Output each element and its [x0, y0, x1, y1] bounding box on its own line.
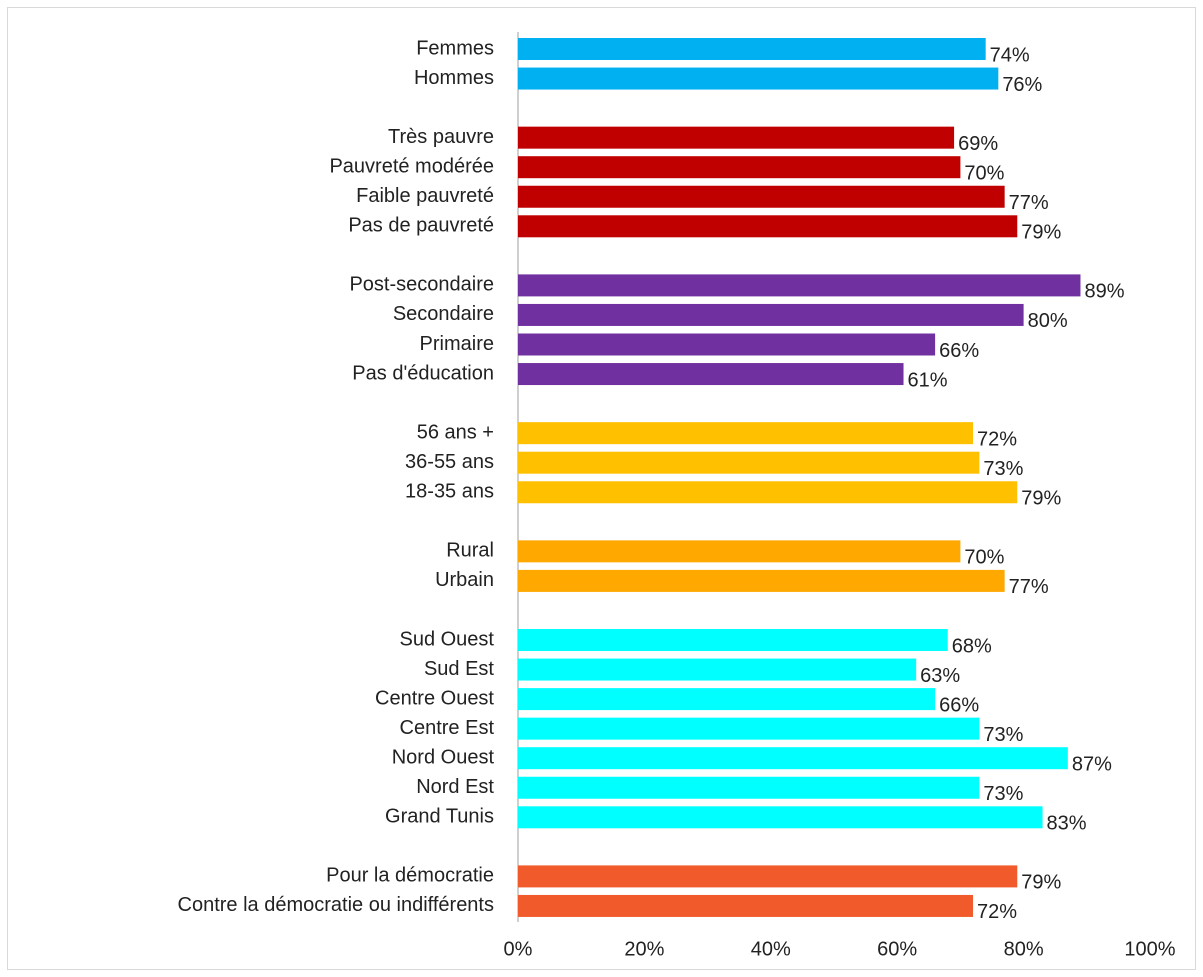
- value-label: 79%: [1021, 222, 1061, 244]
- bar: [518, 274, 1081, 297]
- bar: [518, 569, 1005, 592]
- value-label: 70%: [964, 547, 1004, 569]
- x-tick-label: 100%: [1124, 938, 1175, 960]
- bar: [518, 156, 961, 179]
- x-tick-label: 20%: [624, 938, 664, 960]
- bar: [518, 806, 1043, 829]
- value-label: 87%: [1072, 753, 1112, 775]
- value-label: 74%: [990, 44, 1030, 66]
- bar: [518, 688, 936, 711]
- y-tick-label: Contre la démocratie ou indifférents: [178, 894, 494, 916]
- bar: [518, 422, 974, 445]
- y-tick-label: Sud Est: [424, 658, 494, 680]
- bar: [518, 658, 917, 681]
- y-tick-label: Pas de pauvreté: [348, 215, 494, 237]
- y-tick-label: Urbain: [435, 569, 494, 591]
- value-label: 73%: [983, 458, 1023, 480]
- y-tick-label: Pas d'éducation: [352, 362, 494, 384]
- x-tick-label: 80%: [1004, 938, 1044, 960]
- y-tick-label: Nord Ouest: [392, 746, 495, 768]
- y-tick-label: 18-35 ans: [405, 481, 494, 503]
- y-tick-label: Rural: [446, 540, 494, 562]
- x-tick-label: 0%: [504, 938, 533, 960]
- bar: [518, 363, 904, 386]
- y-tick-label: Centre Ouest: [375, 687, 494, 709]
- bar: [518, 126, 955, 149]
- y-tick-label: Sud Ouest: [399, 628, 494, 650]
- value-label: 77%: [1009, 576, 1049, 598]
- bar: [518, 333, 936, 356]
- bar: [518, 215, 1018, 238]
- bar: [518, 451, 980, 474]
- bar: [518, 185, 1005, 208]
- value-label: 73%: [983, 783, 1023, 805]
- bar: [518, 776, 980, 799]
- value-label: 89%: [1084, 281, 1124, 303]
- value-label: 72%: [977, 901, 1017, 923]
- chart-border: [7, 7, 1196, 970]
- y-tick-label: Pour la démocratie: [326, 865, 494, 887]
- bar: [518, 865, 1018, 888]
- y-tick-label: Secondaire: [393, 303, 494, 325]
- bar: [518, 481, 1018, 504]
- y-tick-label: Femmes: [416, 37, 494, 59]
- bar: [518, 894, 974, 917]
- y-tick-label: 56 ans +: [417, 421, 494, 443]
- y-tick-label: 36-55 ans: [405, 451, 494, 473]
- value-label: 70%: [964, 162, 1004, 184]
- x-tick-label: 60%: [877, 938, 917, 960]
- bar: [518, 38, 986, 60]
- value-label: 73%: [983, 724, 1023, 746]
- bar: [518, 67, 999, 90]
- y-tick-label: Primaire: [420, 333, 494, 355]
- value-label: 72%: [977, 428, 1017, 450]
- value-label: 76%: [1002, 74, 1042, 96]
- y-tick-label: Post-secondaire: [349, 274, 494, 296]
- value-label: 79%: [1021, 488, 1061, 510]
- value-label: 63%: [920, 665, 960, 687]
- bar: [518, 303, 1024, 326]
- x-tick-label: 40%: [751, 938, 791, 960]
- value-label: 61%: [908, 369, 948, 391]
- value-label: 66%: [939, 694, 979, 716]
- value-label: 77%: [1009, 192, 1049, 214]
- y-tick-label: Très pauvre: [388, 126, 494, 148]
- value-label: 68%: [952, 635, 992, 657]
- value-label: 66%: [939, 340, 979, 362]
- y-tick-label: Grand Tunis: [385, 806, 494, 828]
- bar: [518, 540, 961, 563]
- bar: [518, 717, 980, 740]
- y-tick-label: Faible pauvreté: [356, 185, 494, 207]
- value-label: 79%: [1021, 872, 1061, 894]
- bar: [518, 629, 948, 651]
- value-label: 69%: [958, 133, 998, 155]
- y-tick-label: Pauvreté modérée: [329, 155, 494, 177]
- bar: [518, 747, 1068, 770]
- y-tick-label: Hommes: [414, 67, 494, 89]
- y-tick-label: Nord Est: [416, 776, 494, 798]
- value-label: 83%: [1047, 813, 1087, 835]
- y-tick-label: Centre Est: [400, 717, 495, 739]
- value-label: 80%: [1028, 310, 1068, 332]
